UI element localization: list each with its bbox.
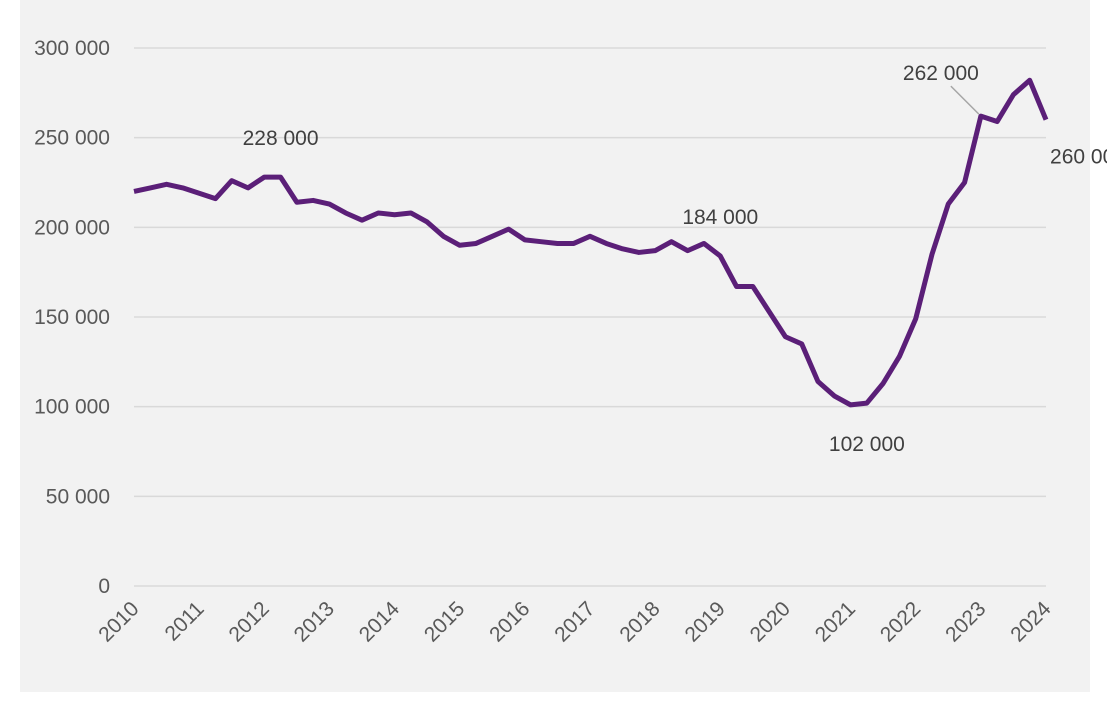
y-tick-label: 200 000 bbox=[34, 216, 110, 239]
y-tick-label: 150 000 bbox=[34, 306, 110, 329]
data-label: 262 000 bbox=[903, 62, 979, 85]
data-label: 260 000 bbox=[1050, 146, 1107, 169]
leader-line bbox=[950, 85, 980, 115]
data-label: 184 000 bbox=[682, 206, 758, 229]
data-line bbox=[133, 77, 1049, 408]
data-label: 228 000 bbox=[243, 127, 319, 150]
y-tick-label: 250 000 bbox=[34, 127, 110, 150]
y-tick-label: 100 000 bbox=[34, 396, 110, 419]
chart-background bbox=[20, 0, 1090, 692]
y-tick-label: 0 bbox=[98, 575, 110, 598]
data-label: 102 000 bbox=[829, 433, 905, 456]
y-tick-label: 300 000 bbox=[34, 37, 110, 60]
y-tick-label: 50 000 bbox=[46, 485, 110, 508]
